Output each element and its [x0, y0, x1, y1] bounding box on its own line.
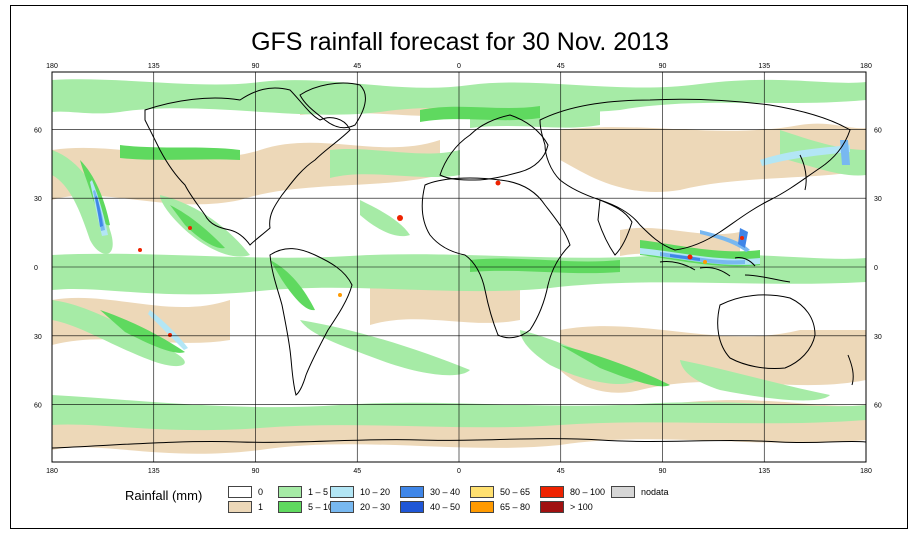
legend-swatch	[228, 486, 252, 498]
japan-outline	[799, 154, 807, 191]
lon-tick-label-bottom: 45	[557, 468, 565, 475]
legend-swatch	[330, 486, 354, 498]
legend-label: 1	[258, 502, 264, 512]
lat-tick-label-right: 30	[874, 334, 882, 341]
lat-tick-label-left: 30	[34, 334, 42, 341]
legend-swatch	[540, 501, 564, 513]
lon-tick-label-bottom: 90	[252, 468, 260, 475]
lon-tick-label-top: 45	[353, 63, 361, 70]
lat-tick-label-right: 60	[874, 127, 882, 134]
lat-tick-label-left: 0	[34, 265, 38, 272]
lon-tick-label-top: 180	[860, 63, 872, 70]
lon-tick-label-bottom: 90	[659, 468, 667, 475]
rain-band-5-10mm	[80, 106, 760, 387]
indonesia-outline	[659, 257, 791, 283]
legend-label: 5 – 10	[308, 502, 334, 512]
lat-tick-label-right: 30	[874, 196, 882, 203]
europe-outline	[439, 114, 549, 181]
legend-swatch	[540, 486, 564, 498]
legend-swatch	[228, 501, 252, 513]
lon-tick-label-top: 180	[46, 63, 58, 70]
lon-tick-label-bottom: 135	[758, 468, 770, 475]
lon-tick-label-top: 90	[252, 63, 260, 70]
legend-swatch	[400, 501, 424, 513]
legend-label: 0	[258, 487, 264, 497]
map-border	[51, 71, 867, 463]
legend-label: 50 – 65	[500, 487, 531, 497]
legend-label: 10 – 20	[360, 487, 391, 497]
asia-outline	[539, 98, 851, 251]
tick-labels: 180 180 135 135 90 90 45 45 0 0 45 45 90 90 135 135 180 1…	[34, 63, 882, 475]
legend-label: 65 – 80	[500, 502, 531, 512]
legend-swatch	[400, 486, 424, 498]
coastlines	[52, 82, 866, 449]
lon-tick-label-bottom: 180	[860, 468, 872, 475]
legend-swatch	[278, 486, 302, 498]
legend-label: 30 – 40	[430, 487, 461, 497]
lon-tick-label-top: 0	[457, 63, 461, 70]
legend-label: 80 – 100	[570, 487, 606, 497]
legend-swatch	[611, 486, 635, 498]
south-america-outline	[269, 248, 353, 396]
lon-tick-label-bottom: 135	[148, 468, 160, 475]
legend-swatch	[470, 486, 494, 498]
lat-tick-label-left: 30	[34, 196, 42, 203]
greenland-outline	[299, 82, 366, 129]
lon-tick-label-top: 45	[557, 63, 565, 70]
legend-label: nodata	[641, 487, 669, 497]
lat-tick-label-left: 60	[34, 403, 42, 410]
lon-tick-label-bottom: 0	[457, 468, 461, 475]
lon-tick-label-top: 135	[758, 63, 770, 70]
lat-tick-label-right: 0	[874, 265, 878, 272]
lat-tick-label-right: 60	[874, 403, 882, 410]
australia-outline	[717, 294, 816, 369]
africa-outline	[421, 177, 571, 339]
antarctica-outline	[52, 438, 866, 449]
legend-label: 1 – 5	[308, 487, 329, 497]
india-outline	[597, 199, 633, 256]
lon-tick-label-top: 90	[659, 63, 667, 70]
lon-tick-label-bottom: 45	[353, 468, 361, 475]
legend-label: > 100	[570, 502, 593, 512]
legend-swatch	[278, 501, 302, 513]
new-zealand-outline	[847, 354, 854, 386]
legend-title: Rainfall (mm)	[125, 488, 203, 503]
legend-swatch	[470, 501, 494, 513]
lat-tick-label-left: 60	[34, 127, 42, 134]
legend-swatch	[330, 501, 354, 513]
lon-tick-label-bottom: 180	[46, 468, 58, 475]
legend-label: 40 – 50	[430, 502, 461, 512]
legend: Rainfall (mm) 0 1 1 – 5 5 – 10 10 – 20 20 – 3…	[125, 486, 825, 518]
map-title: GFS rainfall forecast for 30 Nov. 2013	[251, 28, 669, 56]
legend-label: 20 – 30	[360, 502, 391, 512]
lon-tick-label-top: 135	[148, 63, 160, 70]
north-america-outline	[144, 87, 351, 246]
